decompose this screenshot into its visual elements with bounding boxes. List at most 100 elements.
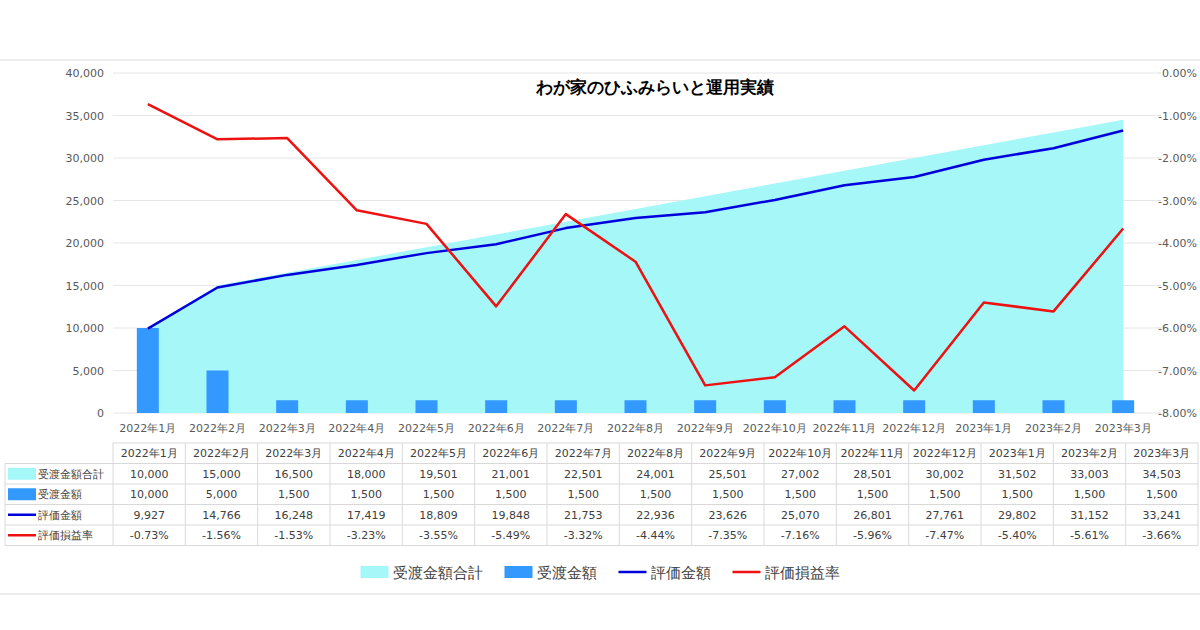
legend-key xyxy=(505,566,533,578)
bar xyxy=(207,371,229,414)
line xyxy=(148,130,1123,328)
table-cell: 25,070 xyxy=(781,509,820,522)
table-line xyxy=(185,443,186,546)
bar xyxy=(276,400,298,413)
x-tick-label: 2022年11月 xyxy=(813,422,877,435)
table-header: 2022年1月 xyxy=(121,447,178,460)
y2-tick-label: -3.00% xyxy=(1158,195,1197,208)
table-line xyxy=(5,545,1198,546)
table-line xyxy=(1125,443,1126,546)
legend-key xyxy=(619,571,647,574)
table-line xyxy=(474,443,475,546)
table-cell: 16,500 xyxy=(275,468,314,481)
y2-tick-label: -6.00% xyxy=(1158,322,1197,335)
legend-key xyxy=(361,566,389,578)
table-header: 2022年12月 xyxy=(913,447,977,460)
table-line xyxy=(908,443,909,546)
table-cell: 10,000 xyxy=(130,488,169,501)
y2-tick-label: -8.00% xyxy=(1158,407,1197,420)
chart: 05,00010,00015,00020,00025,00030,00035,0… xyxy=(0,0,1200,630)
table-cell: 21,753 xyxy=(564,509,603,522)
y-tick-label: 20,000 xyxy=(66,237,105,250)
table-row-label: 評価金額 xyxy=(38,509,82,522)
table-cell: -3.23% xyxy=(347,529,386,542)
table-cell: 33,241 xyxy=(1143,509,1182,522)
legend-key xyxy=(733,571,761,574)
table-cell: 15,000 xyxy=(202,468,241,481)
table-cell: 30,002 xyxy=(926,468,965,481)
table-line xyxy=(402,443,403,546)
table-cell: 5,000 xyxy=(206,488,238,501)
x-tick-label: 2022年1月 xyxy=(119,422,176,435)
table-cell: 14,766 xyxy=(202,509,241,522)
table-line xyxy=(1198,443,1199,546)
grid-line xyxy=(113,73,1158,74)
table-cell: 19,848 xyxy=(492,509,531,522)
bar xyxy=(346,400,368,413)
bar xyxy=(694,400,716,413)
table-header: 2023年2月 xyxy=(1061,447,1118,460)
table-cell: 1,500 xyxy=(640,488,672,501)
y-tick-label: 0 xyxy=(97,407,104,420)
table-line xyxy=(1053,443,1054,546)
table-cell: -3.66% xyxy=(1142,529,1181,542)
table-cell: -7.35% xyxy=(708,529,747,542)
table-cell: 17,419 xyxy=(347,509,386,522)
table-header: 2022年3月 xyxy=(265,447,322,460)
y2-tick-label: -1.00% xyxy=(1158,110,1197,123)
table-line xyxy=(836,443,837,546)
x-tick-label: 2022年8月 xyxy=(607,422,664,435)
table-cell: -5.40% xyxy=(998,529,1037,542)
bar xyxy=(903,400,925,413)
x-tick-label: 2022年9月 xyxy=(677,422,734,435)
table-header: 2022年10月 xyxy=(768,447,832,460)
legend-label: 受渡金額合計 xyxy=(393,564,483,582)
table-header: 2023年1月 xyxy=(989,447,1046,460)
x-tick-label: 2022年3月 xyxy=(259,422,316,435)
x-tick-label: 2022年2月 xyxy=(189,422,246,435)
table-cell: 1,500 xyxy=(1146,488,1178,501)
bar xyxy=(1043,400,1065,413)
legend-label: 受渡金額 xyxy=(537,564,597,582)
y2-tick-label: -2.00% xyxy=(1158,152,1197,165)
table-cell: 18,000 xyxy=(347,468,386,481)
legend-key xyxy=(8,534,36,537)
legend-key xyxy=(8,488,36,500)
x-tick-label: 2022年5月 xyxy=(398,422,455,435)
table-cell: 25,501 xyxy=(709,468,748,481)
x-tick-label: 2023年3月 xyxy=(1095,422,1152,435)
table-cell: 28,501 xyxy=(853,468,892,481)
table-cell: 19,501 xyxy=(419,468,458,481)
table-line xyxy=(5,525,1198,526)
table-cell: -5.49% xyxy=(491,529,530,542)
table-row-label: 評価損益率 xyxy=(38,529,93,542)
y2-tick-label: 0.00% xyxy=(1162,67,1197,80)
y-tick-label: 30,000 xyxy=(66,152,105,165)
table-cell: 21,001 xyxy=(492,468,531,481)
table-cell: -3.32% xyxy=(564,529,603,542)
table-cell: 23,626 xyxy=(709,509,748,522)
table-cell: -1.56% xyxy=(202,529,241,542)
table-cell: 1,500 xyxy=(929,488,961,501)
bar xyxy=(1112,400,1134,413)
y-tick-label: 10,000 xyxy=(66,322,105,335)
x-tick-label: 2022年12月 xyxy=(882,422,946,435)
y-tick-label: 25,000 xyxy=(66,195,105,208)
x-tick-label: 2022年4月 xyxy=(328,422,385,435)
table-line xyxy=(547,443,548,546)
table-header: 2022年9月 xyxy=(699,447,756,460)
table-cell: -1.53% xyxy=(274,529,313,542)
table-cell: 1,500 xyxy=(423,488,455,501)
y2-tick xyxy=(1158,73,1161,74)
table-cell: -7.16% xyxy=(781,529,820,542)
table-line xyxy=(5,504,1198,505)
table-cell: 1,500 xyxy=(567,488,599,501)
table-cell: 1,500 xyxy=(1074,488,1106,501)
y2-tick-label: -7.00% xyxy=(1158,365,1197,378)
title: わが家のひふみらいと運用実績 xyxy=(535,77,774,97)
bar xyxy=(625,400,647,413)
table-line xyxy=(5,463,1198,464)
table-cell: -3.55% xyxy=(419,529,458,542)
table-header: 2022年5月 xyxy=(410,447,467,460)
table-line xyxy=(619,443,620,546)
